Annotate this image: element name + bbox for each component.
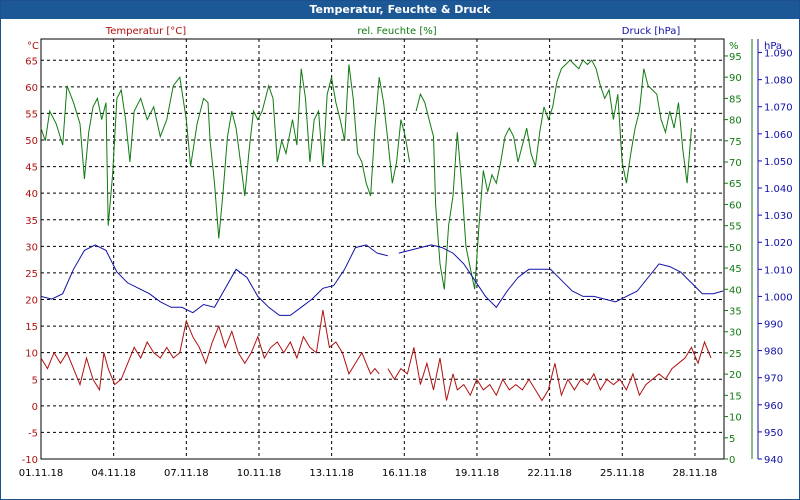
middle-tick-label: 75 [729,137,742,148]
left-tick-label: 25 [25,269,38,280]
middle-tick-label: 85 [729,94,742,105]
right-tick-label: 1.090 [764,49,793,60]
right-tick-label: 980 [764,347,783,358]
x-tick-label: 07.11.18 [164,468,209,479]
right-tick-label: 1.010 [764,265,793,276]
middle-tick-label: 25 [729,349,742,360]
series-lines [40,59,724,402]
right-tick-label: 1.040 [764,184,793,195]
grid-lines [41,39,724,459]
right-tick-label: 1.000 [764,292,793,303]
axis-labels: 01.11.18 04.11.18 07.11.18 10.11.18 13.11.18… [19,26,793,479]
left-tick-label: 35 [25,216,38,227]
right-axis-unit: hPa [764,41,782,52]
middle-tick-label: 0 [729,455,735,466]
middle-tick-label: 40 [729,285,742,296]
pressure-axis-title: Druck [hPa] [622,26,681,37]
right-tick-label: 1.080 [764,76,793,87]
left-tick-label: 45 [25,163,38,174]
right-tick-label: 1.030 [764,211,793,222]
left-tick-label: 50 [25,136,38,147]
x-tick-label: 16.11.18 [382,468,427,479]
x-tick-label: 10.11.18 [237,468,282,479]
humidity-axis-title: rel. Feuchte [%] [357,26,436,37]
x-tick-label: 19.11.18 [455,468,500,479]
temp-axis-title: Temperatur [°C] [105,26,186,37]
middle-tick-label: 95 [729,52,742,63]
left-tick-label: 60 [25,83,38,94]
temperature-line [40,310,712,402]
x-tick-label: 28.11.18 [673,468,718,479]
left-tick-label: 40 [25,189,38,200]
left-tick-label: 65 [25,56,38,67]
left-tick-label: 5 [32,375,38,386]
right-tick-label: 1.060 [764,130,793,141]
middle-tick-label: 50 [729,243,742,254]
pressure-line [40,244,724,316]
middle-tick-label: 65 [729,179,742,190]
right-tick-label: 1.070 [764,103,793,114]
middle-tick-label: 35 [729,307,742,318]
chart-title: Temperatur, Feuchte & Druck [1,1,799,19]
left-tick-label: 10 [25,349,38,360]
right-tick-label: 940 [764,455,783,466]
middle-tick-label: 70 [729,158,742,169]
right-tick-label: 950 [764,428,783,439]
middle-tick-label: 15 [729,391,742,402]
middle-tick-label: 60 [729,200,742,211]
right-tick-label: 970 [764,374,783,385]
left-tick-label: 55 [25,109,38,120]
middle-tick-label: 30 [729,328,742,339]
middle-tick-label: 5 [729,434,735,445]
right-tick-label: 1.020 [764,238,793,249]
left-tick-label: -10 [22,455,38,466]
middle-tick-label: 55 [729,222,742,233]
left-tick-label: 20 [25,296,38,307]
x-tick-label: 13.11.18 [309,468,354,479]
middle-tick-label: 20 [729,370,742,381]
left-tick-label: 30 [25,242,38,253]
x-tick-label: 04.11.18 [91,468,136,479]
middle-tick-label: 80 [729,116,742,127]
middle-tick-label: 10 [729,413,742,424]
middle-tick-label: 90 [729,73,742,84]
middle-tick-label: 45 [729,264,742,275]
x-tick-label: 22.11.18 [527,468,572,479]
left-tick-label: -5 [28,428,38,439]
middle-axis-unit: % [729,41,739,52]
left-axis-unit: °C [27,41,39,52]
right-tick-label: 1.050 [764,157,793,168]
left-tick-label: 15 [25,322,38,333]
humidity-line [40,59,692,290]
left-tick-label: 0 [32,402,38,413]
x-tick-label: 01.11.18 [19,468,64,479]
plot-area [40,38,725,460]
right-tick-label: 960 [764,401,783,412]
right-tick-label: 990 [764,320,783,331]
x-tick-label: 25.11.18 [600,468,645,479]
